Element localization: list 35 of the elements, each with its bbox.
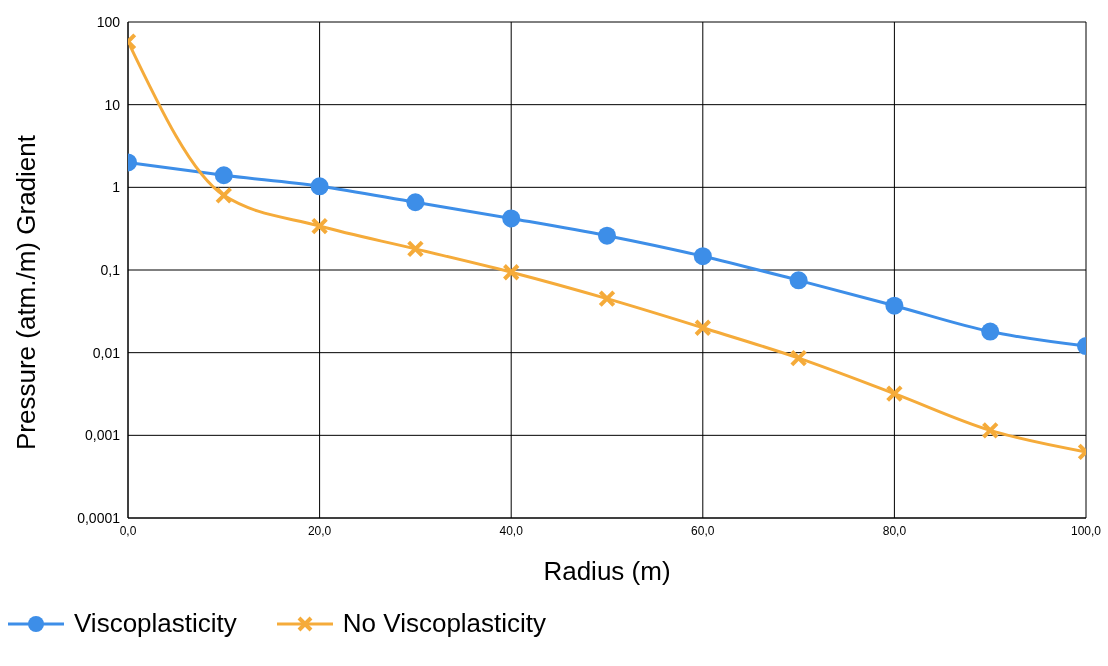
- point: [310, 217, 329, 235]
- point: [598, 226, 616, 245]
- point: [694, 319, 712, 337]
- point: [310, 177, 329, 196]
- point: [406, 240, 425, 258]
- y-tick-label: 1: [112, 179, 121, 196]
- point: [598, 289, 616, 308]
- x-tick-label: 0,0: [119, 523, 137, 538]
- point: [215, 186, 233, 205]
- legend-label: No Viscoplasticity: [342, 608, 547, 639]
- point: [789, 349, 808, 367]
- x-axis-title: Radius (m): [543, 556, 671, 586]
- point: [214, 166, 233, 185]
- y-tick-label: 0,01: [92, 344, 121, 361]
- point: [502, 209, 521, 228]
- point: [885, 296, 904, 315]
- x-tick-label: 20,0: [307, 523, 332, 538]
- point: [406, 193, 425, 212]
- y-tick-label: 0,1: [100, 261, 121, 278]
- x-tick-label: 100,0: [1070, 523, 1102, 538]
- y-tick-label: 100: [96, 13, 121, 30]
- point: [693, 247, 712, 266]
- point: [885, 384, 904, 403]
- y-tick-label: 0,0001: [77, 509, 121, 526]
- point: [502, 263, 520, 281]
- point: [981, 421, 999, 440]
- x-tick-label: 40,0: [499, 523, 524, 538]
- legend-label: Viscoplasticity: [74, 608, 237, 639]
- y-tick-label: 10: [104, 96, 121, 113]
- x-tick-label: 60,0: [691, 523, 715, 538]
- x-tick-label: 80,0: [882, 523, 907, 538]
- y-axis-title: Pressure (atm./m) Gradient: [11, 134, 42, 450]
- point: [789, 271, 808, 290]
- point: [981, 322, 1000, 341]
- y-tick-label: 0,001: [84, 427, 121, 444]
